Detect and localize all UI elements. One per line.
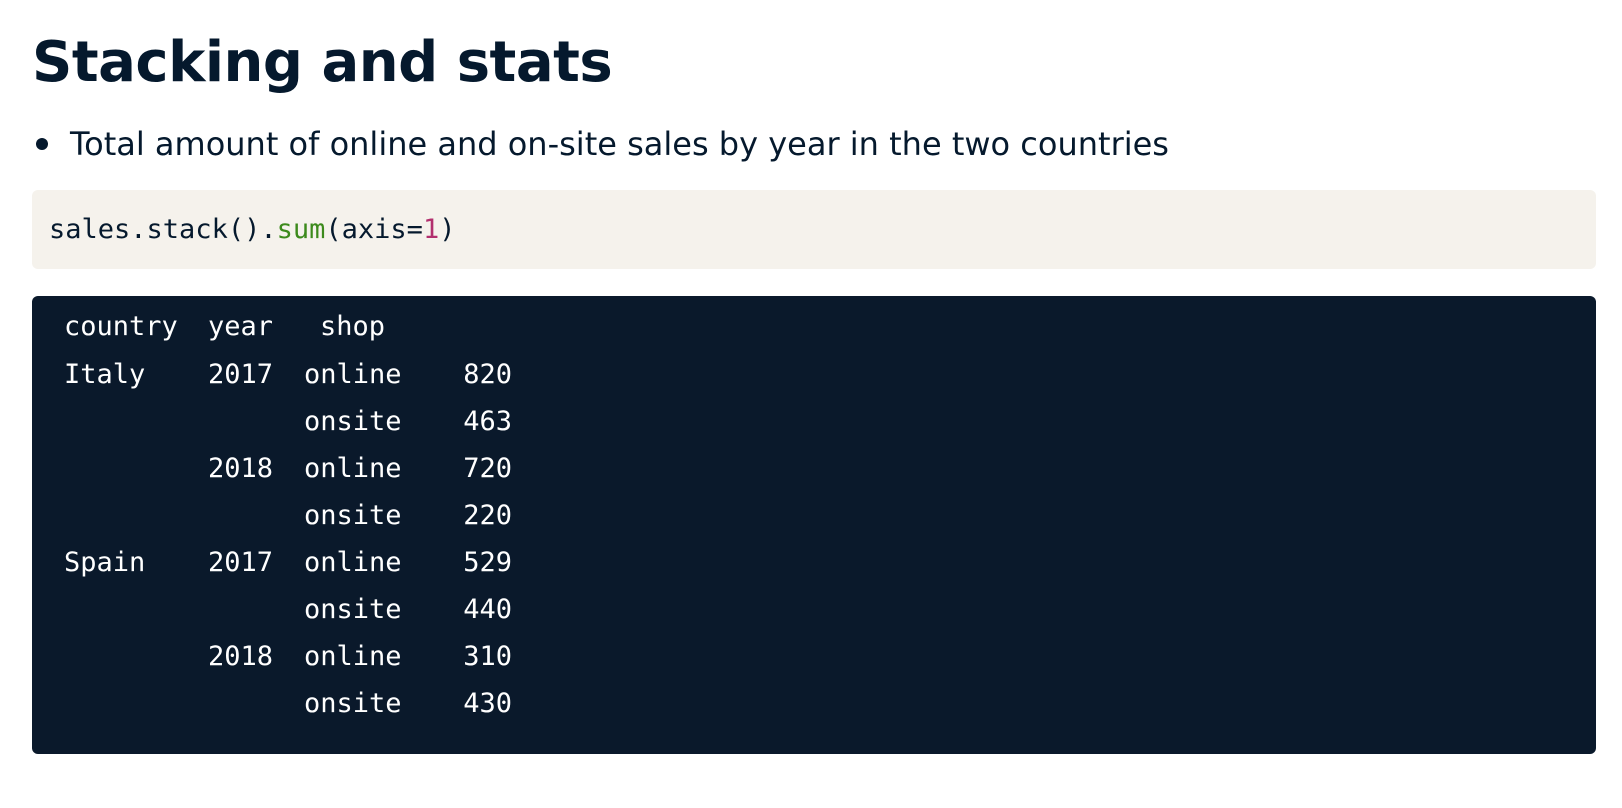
output-cell-value: 220	[463, 500, 512, 531]
output-header-year: year	[208, 311, 274, 342]
code-block: sales. stack(). sum(axis= 1)	[32, 190, 1596, 269]
output-cell-value: 820	[463, 359, 512, 390]
code-object: sales	[49, 214, 131, 245]
output-cell-value: 310	[463, 641, 512, 672]
code-parens: ()	[227, 214, 261, 245]
output-cell-shop: online	[304, 547, 402, 578]
output-cell-value: 463	[463, 406, 512, 437]
output-cell-value: 720	[463, 453, 512, 484]
output-header-country: country	[64, 311, 178, 342]
output-cell-country: Spain	[64, 547, 146, 578]
output-cell-value: 529	[463, 547, 512, 578]
code-method-sum: sum	[276, 214, 326, 245]
code-dot: .	[260, 214, 277, 245]
output-cell-year: 2017	[208, 359, 274, 390]
output-cell-shop: onsite	[304, 594, 402, 625]
output-cell-shop: online	[304, 453, 402, 484]
output-cell-year: 2017	[208, 547, 274, 578]
output-cell-country: Italy	[64, 359, 146, 390]
bullet-text: Total amount of online and on-site sales…	[70, 125, 1169, 163]
output-cell-shop: online	[304, 359, 402, 390]
output-header-shop: shop	[320, 311, 386, 342]
output-cell-shop: onsite	[304, 688, 402, 719]
slide-title: Stacking and stats	[32, 30, 613, 95]
code-open-paren: (	[325, 214, 342, 245]
code-dot: .	[130, 214, 147, 245]
code-kwarg: axis=	[341, 214, 423, 245]
bullet-list-item: Total amount of online and on-site sales…	[32, 120, 1169, 168]
output-cell-shop: onsite	[304, 406, 402, 437]
output-cell-year: 2018	[208, 641, 274, 672]
code-number: 1	[422, 214, 440, 245]
bullet-point-icon	[36, 138, 48, 150]
output-cell-value: 430	[463, 688, 512, 719]
output-cell-value: 440	[463, 594, 512, 625]
output-cell-shop: onsite	[304, 500, 402, 531]
output-cell-shop: online	[304, 641, 402, 672]
code-method-stack: stack	[146, 214, 228, 245]
code-close-paren: )	[439, 214, 456, 245]
output-cell-year: 2018	[208, 453, 274, 484]
output-block: country year shop Italy 2017 online 820 …	[32, 296, 1596, 754]
